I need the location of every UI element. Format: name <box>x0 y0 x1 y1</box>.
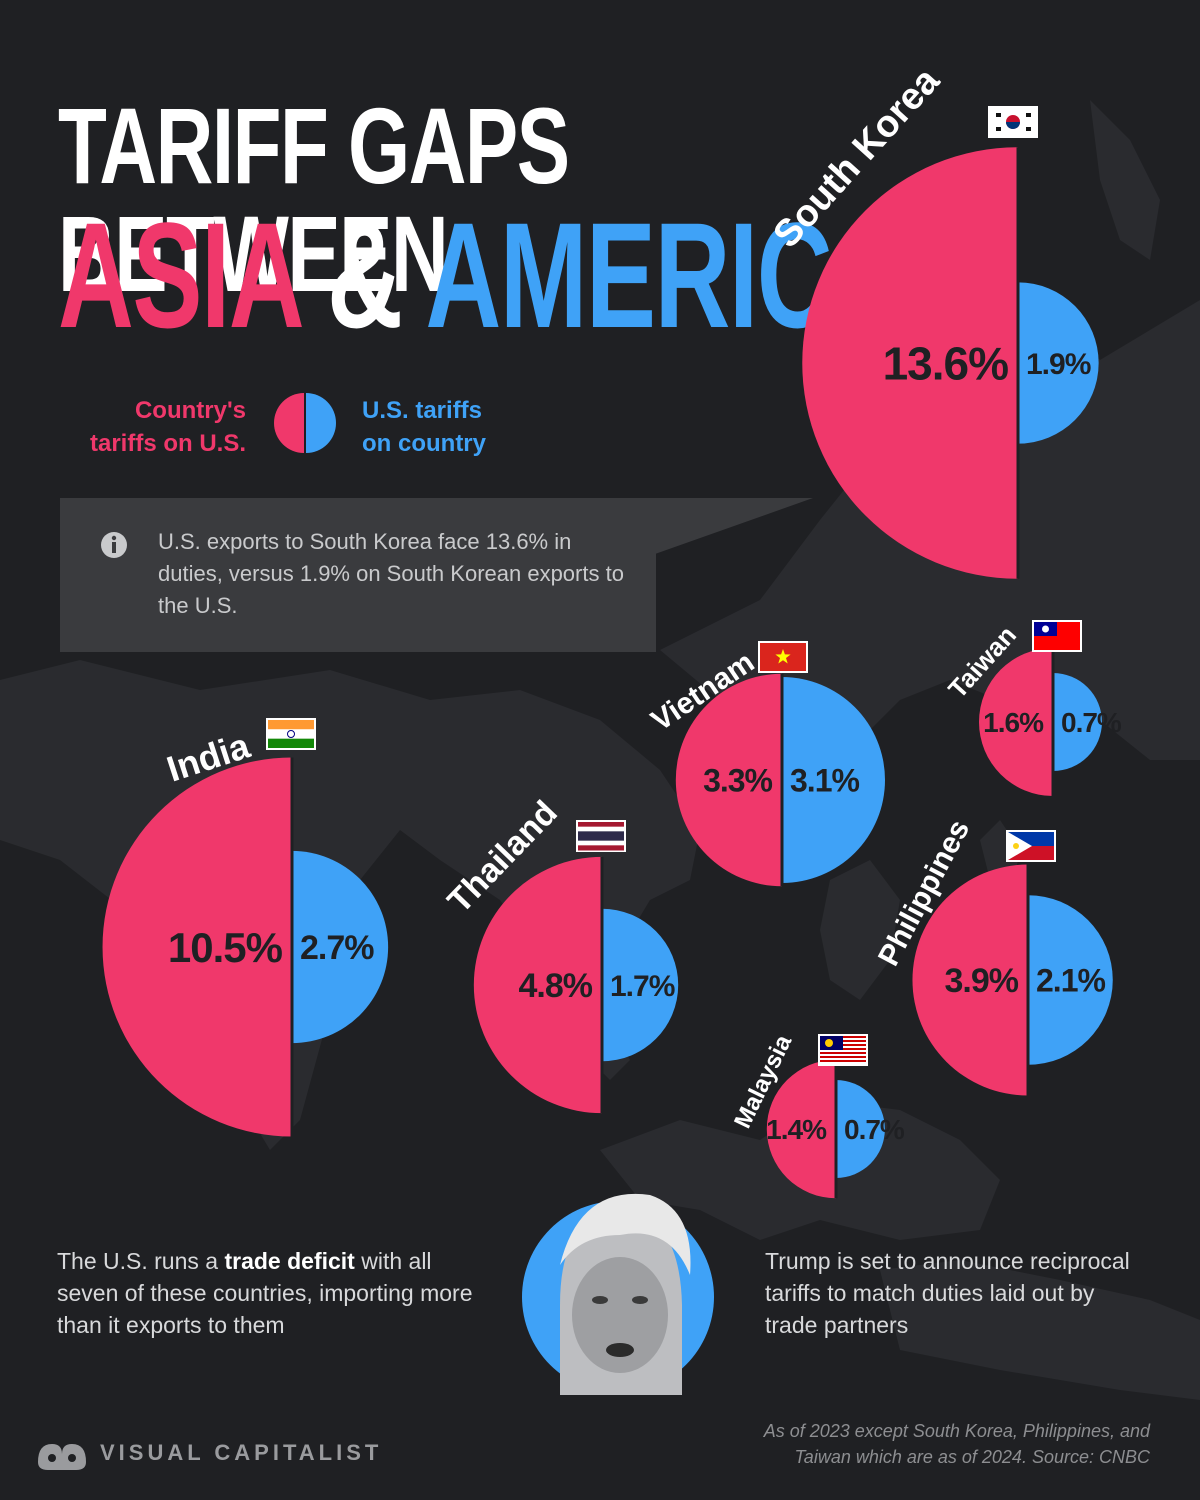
country-group-philippines: 3.9% 2.1%Philippines <box>872 814 1113 1096</box>
india-flag-icon <box>266 718 316 750</box>
reciprocal-tariffs-note: Trump is set to announce reciprocal tari… <box>765 1248 1130 1338</box>
legend-half-circle-icon <box>274 393 336 453</box>
malaysia-country-tariff-label: 1.4% <box>766 1114 827 1145</box>
info-callout-pointer <box>655 498 813 554</box>
malaysia-flag-icon <box>818 1034 868 1066</box>
visual-capitalist-logo-icon <box>38 1444 86 1470</box>
info-text: U.S. exports to South Korea face 13.6% i… <box>158 529 624 618</box>
legend-us-tariffs: U.S. tariffs on country <box>362 394 582 460</box>
country-group-malaysia: 1.4% 0.7%Malaysia <box>729 1030 906 1199</box>
country-group-south-korea: 13.6% 1.9%South Korea <box>765 59 1099 579</box>
taiwan-country-tariff-half <box>979 648 1053 796</box>
taiwan-us-tariff-half <box>1053 673 1102 771</box>
philippines-country-tariff-half <box>912 864 1028 1096</box>
philippines-country-tariff-label: 3.9% <box>945 962 1019 1000</box>
india-us-tariff-half <box>292 850 389 1044</box>
south-korea-country-tariff-label: 13.6% <box>883 338 1009 390</box>
philippines-flag-icon <box>1006 830 1056 862</box>
vietnam-us-tariff-half <box>782 677 885 883</box>
legend-country-tariffs: Country's tariffs on U.S. <box>50 394 246 460</box>
title-asia: ASIA <box>58 191 301 359</box>
page-title: TARIFF GAPS BETWEEN <box>58 85 570 314</box>
country-group-thailand: 4.8% 1.7%Thailand <box>440 794 679 1114</box>
south-korea-us-tariff-label: 1.9% <box>1026 348 1091 381</box>
taiwan-country-tariff-label: 1.6% <box>983 707 1044 738</box>
source-line2: Taiwan which are as of 2024. Source: CNB… <box>794 1447 1150 1467</box>
vietnam-country-tariff-label: 3.3% <box>703 763 772 799</box>
source-note: As of 2023 except South Korea, Philippin… <box>670 1418 1150 1470</box>
country-group-vietnam: 3.3% 3.1%Vietnam <box>645 641 885 887</box>
india-us-tariff-label: 2.7% <box>300 929 374 967</box>
legend-country-line2: tariffs on U.S. <box>89 430 246 457</box>
malaysia-us-tariff-half <box>836 1080 885 1178</box>
south-korea-us-tariff-half <box>1018 282 1099 444</box>
note-left-before: The U.S. runs a <box>57 1248 225 1274</box>
thailand-country-tariff-label: 4.8% <box>519 967 593 1005</box>
note-left-bold: trade deficit <box>224 1248 355 1274</box>
title-ampersand: & <box>327 191 403 359</box>
south-korea-flag-icon <box>988 106 1038 138</box>
philippines-us-tariff-label: 2.1% <box>1036 963 1105 999</box>
info-icon <box>101 532 127 558</box>
vietnam-country-tariff-half <box>675 673 782 887</box>
vietnam-flag-icon <box>758 641 808 673</box>
country-group-taiwan: 1.6% 0.7%Taiwan <box>942 620 1123 796</box>
note-left-after: with all seven of these countries, impor… <box>57 1248 473 1338</box>
india-country-tariff-half <box>102 757 292 1137</box>
brand-name: VISUAL CAPITALIST <box>100 1440 383 1465</box>
taiwan-us-tariff-label: 0.7% <box>1061 707 1122 738</box>
thailand-flag-icon <box>576 820 626 852</box>
south-korea-country-tariff-half <box>802 147 1018 579</box>
malaysia-country-tariff-half <box>766 1059 836 1199</box>
vietnam-us-tariff-label: 3.1% <box>790 763 859 799</box>
thailand-us-tariff-label: 1.7% <box>610 970 675 1003</box>
philippines-us-tariff-half <box>1028 895 1113 1065</box>
country-group-india: 10.5% 2.7%India <box>102 718 389 1137</box>
thailand-country-tariff-half <box>473 856 602 1114</box>
source-line1: As of 2023 except South Korea, Philippin… <box>763 1421 1150 1441</box>
thailand-us-tariff-half <box>602 908 679 1062</box>
legend-us-line1: U.S. tariffs <box>362 397 483 424</box>
legend-country-line1: Country's <box>134 397 246 424</box>
trade-deficit-note: The U.S. runs a trade deficit with all s… <box>57 1245 487 1341</box>
portrait-image <box>522 1193 714 1395</box>
india-country-tariff-label: 10.5% <box>168 924 283 971</box>
taiwan-flag-icon <box>1032 620 1082 652</box>
legend-us-line2: on country <box>362 430 486 457</box>
info-callout: U.S. exports to South Korea face 13.6% i… <box>60 498 656 652</box>
malaysia-us-tariff-label: 0.7% <box>844 1114 905 1145</box>
